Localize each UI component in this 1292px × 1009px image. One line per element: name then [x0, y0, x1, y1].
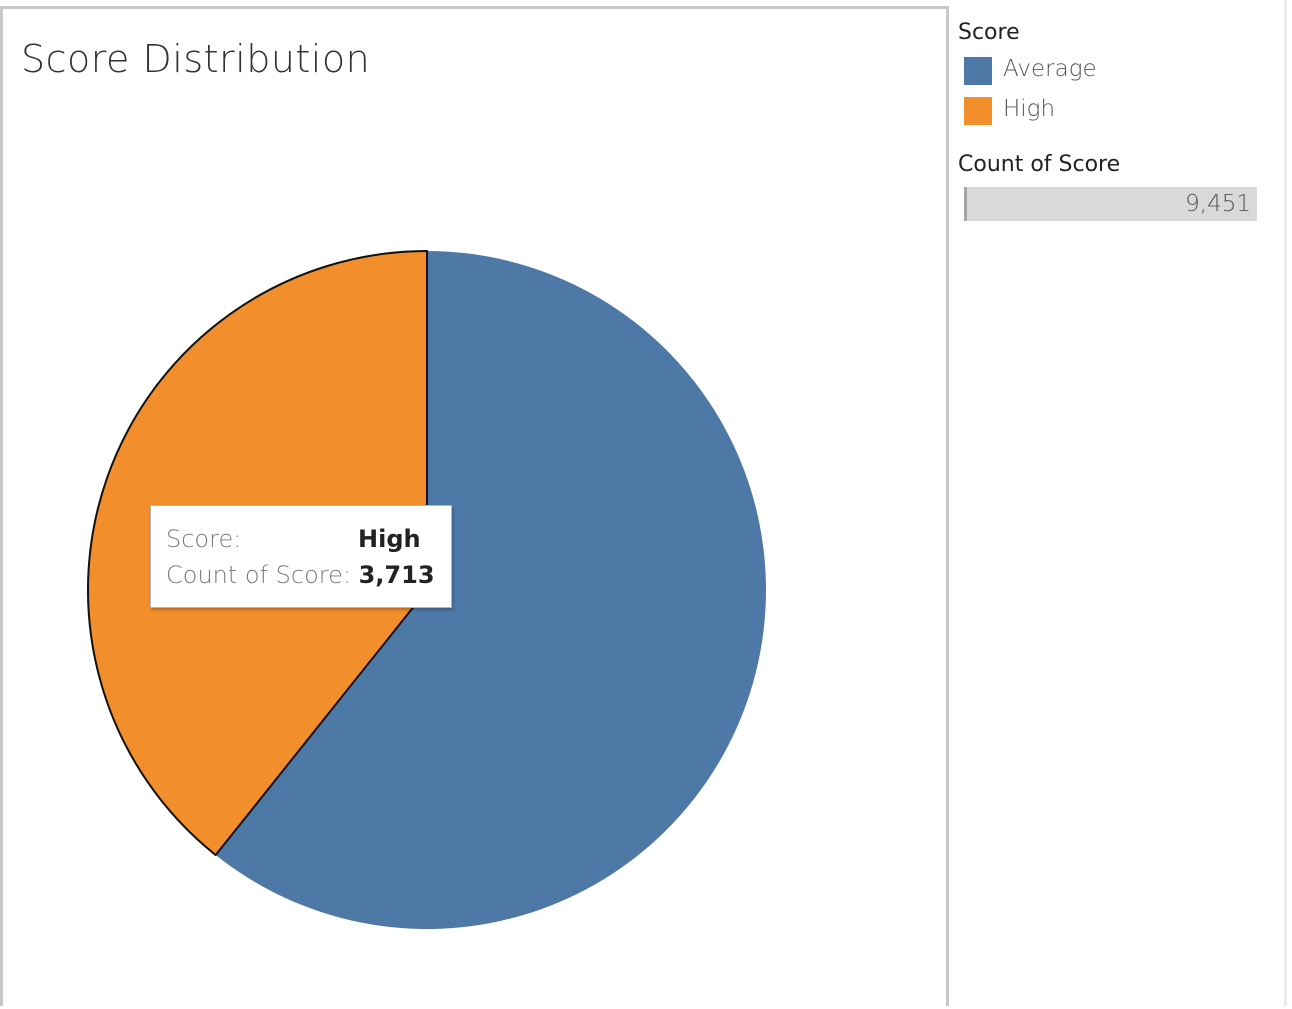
right-divider	[1284, 0, 1287, 1006]
tooltip-score-row: Score: High	[166, 525, 421, 553]
tooltip: Score: High Count of Score: 3,713	[150, 505, 452, 608]
legend-swatch-average	[964, 57, 992, 85]
count-filter-title: Count of Score	[958, 152, 1121, 177]
count-filter-value: 9,451	[1185, 191, 1251, 217]
chart-title: Score Distribution	[21, 37, 371, 81]
tooltip-score-value: High	[358, 525, 421, 553]
pie-slice-average[interactable]	[215, 251, 767, 930]
legend-item-average[interactable]: Average	[958, 52, 1288, 92]
count-filter-bar[interactable]: 9,451	[964, 187, 1257, 221]
legend-title: Score	[958, 20, 1020, 45]
legend-label-high: High	[1003, 96, 1056, 122]
score-legend: Score Average High	[958, 20, 1288, 132]
chart-panel: Score Distribution Score: High Count of S…	[0, 6, 949, 1006]
tooltip-count-row: Count of Score: 3,713	[166, 561, 435, 589]
tooltip-count-value: 3,713	[358, 561, 435, 589]
legend-item-high[interactable]: High	[958, 92, 1288, 132]
tooltip-score-label: Score:	[166, 525, 242, 553]
legend-label-average: Average	[1003, 56, 1097, 82]
legend-swatch-high	[964, 97, 992, 125]
pie-chart	[87, 250, 767, 930]
tooltip-count-label: Count of Score:	[166, 561, 351, 589]
